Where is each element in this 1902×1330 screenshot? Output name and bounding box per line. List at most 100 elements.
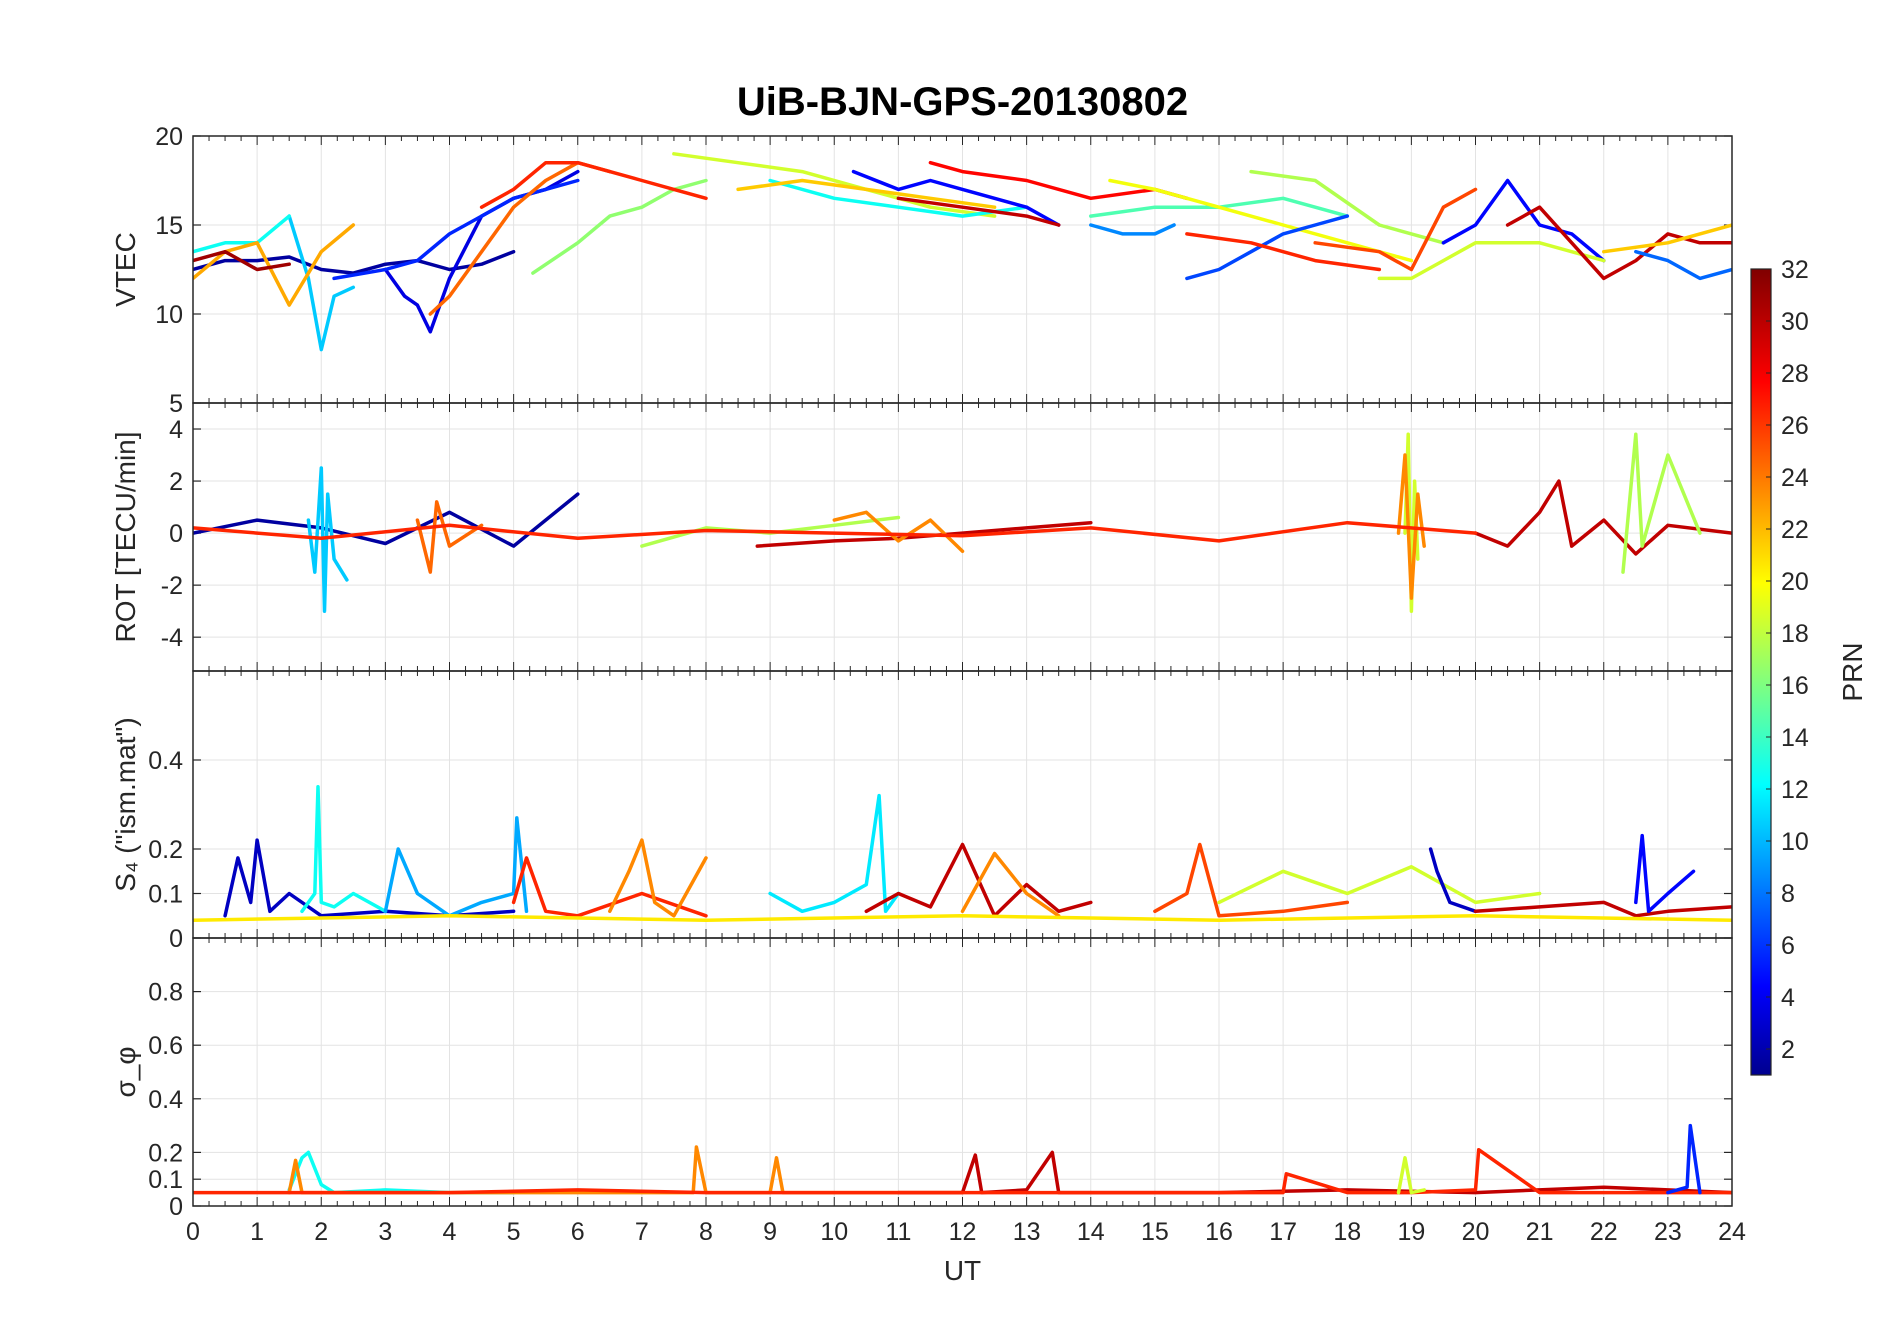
- series-prn-24: [608, 838, 708, 918]
- x-tick-label: 5: [507, 1218, 521, 1246]
- y-tick-label: 0: [169, 520, 183, 548]
- y-tick-label: 0.4: [148, 747, 183, 775]
- series-prn-11: [306, 466, 349, 613]
- x-tick-label: 15: [1141, 1218, 1169, 1246]
- series-prn-24: [832, 510, 965, 554]
- y-tick-label: 0.6: [148, 1032, 183, 1060]
- y-tick-label: 0: [169, 1193, 183, 1221]
- series-prn-13: [193, 214, 291, 254]
- chart-title: UiB-BJN-GPS-20130802: [737, 80, 1188, 124]
- colorbar-tick-label: 20: [1781, 568, 1809, 596]
- series-prn-20: [1108, 178, 1414, 263]
- colorbar-tick-label: 12: [1781, 776, 1809, 804]
- colorbar-tick-label: 24: [1781, 464, 1809, 492]
- panel-rot: -4 -2 0 2 4 ROT [TECU/min]: [110, 402, 1733, 672]
- x-tick-label: 12: [949, 1218, 977, 1246]
- series-prn-7: [1185, 214, 1350, 281]
- series-prn-31: [193, 249, 291, 272]
- series-prn-9: [1089, 223, 1176, 236]
- y-tick-label: 0.1: [148, 1166, 183, 1194]
- series-prn-24: [960, 851, 1061, 918]
- y-tick-label: 20: [155, 123, 183, 151]
- x-tick-label: 9: [763, 1218, 777, 1246]
- series-prn-26: [1153, 842, 1350, 918]
- series-prn-11: [287, 214, 356, 352]
- series-prn-5: [851, 169, 1061, 227]
- series-prn-13: [300, 784, 388, 914]
- colorbar-gradient: [1750, 268, 1772, 1076]
- series-group: [193, 152, 1732, 352]
- y-tick-label: 0.1: [148, 881, 183, 909]
- y-tick-label: 0: [169, 925, 183, 953]
- y-tick-label: 0.4: [148, 1086, 183, 1114]
- series-prn-22: [1602, 223, 1732, 254]
- y-tick-label: 5: [169, 390, 183, 418]
- colorbar-tick-label: 16: [1781, 672, 1809, 700]
- x-tick-label: 6: [571, 1218, 585, 1246]
- series-prn-8: [1634, 249, 1732, 281]
- colorbar-tick-label: 30: [1781, 308, 1809, 336]
- y-tick-label: 0.2: [148, 836, 183, 864]
- colorbar-tick-label: 10: [1781, 828, 1809, 856]
- series-prn-19: [1217, 865, 1542, 905]
- panel-vtec: 5 10 15 20 VTEC: [110, 123, 1733, 418]
- series-prn-30: [1505, 205, 1732, 281]
- y-tick-label: 0.8: [148, 979, 183, 1007]
- x-tick-label: 2: [314, 1218, 328, 1246]
- colorbar-label: PRN: [1837, 642, 1868, 701]
- series-prn-13: [768, 178, 1029, 218]
- series-prn-5: [1441, 178, 1606, 263]
- x-tick-label: 8: [699, 1218, 713, 1246]
- x-tick-label: 3: [378, 1218, 392, 1246]
- y-axis-label: ROT [TECU/min]: [110, 431, 141, 642]
- panel-frame: [192, 937, 1733, 1207]
- series-prn-19: [672, 152, 997, 218]
- series-prn-21: [193, 914, 1732, 922]
- series-prn-22: [736, 178, 997, 209]
- series-prn-27: [479, 160, 708, 209]
- series-prn-10: [383, 816, 529, 918]
- y-tick-label: -2: [161, 572, 183, 600]
- y-axis-label: S₄ ("ism.mat"): [110, 717, 141, 891]
- x-tick-label: 0: [186, 1218, 200, 1246]
- x-tick-label: 10: [820, 1218, 848, 1246]
- x-tick-label: 4: [443, 1218, 457, 1246]
- y-axis-label: σ_φ: [110, 1046, 141, 1097]
- series-prn-23: [193, 223, 356, 307]
- series-prn-6: [1666, 1123, 1702, 1195]
- series-prn-6: [332, 178, 580, 281]
- series-prn-17: [531, 178, 708, 275]
- series-prn-19: [1377, 241, 1606, 281]
- y-tick-label: 15: [155, 212, 183, 240]
- x-axis: 0 1 2 3 4 5 6 7 8 9 10 11 12 13 14 15 16 17 18 19 20 21 22 23 24…: [186, 1218, 1746, 1286]
- series-prn-2: [193, 249, 516, 275]
- x-tick-label: 21: [1526, 1218, 1554, 1246]
- series-prn-3: [223, 838, 516, 918]
- x-tick-label: 17: [1269, 1218, 1297, 1246]
- series-prn-18: [1249, 169, 1446, 245]
- series-prn-27: [193, 520, 1478, 543]
- x-tick-label: 23: [1654, 1218, 1682, 1246]
- series-prn-25: [415, 500, 484, 574]
- x-tick-label: 24: [1718, 1218, 1746, 1246]
- colorbar-tick-label: 2: [1781, 1036, 1795, 1064]
- colorbar-tick-label: 22: [1781, 516, 1809, 544]
- colorbar-tick-label: 26: [1781, 412, 1809, 440]
- colorbar-tick-label: 18: [1781, 620, 1809, 648]
- x-tick-label: 13: [1013, 1218, 1041, 1246]
- x-tick-label: 14: [1077, 1218, 1105, 1246]
- colorbar-tick-label: 14: [1781, 724, 1809, 752]
- series-prn-27: [193, 1147, 1732, 1195]
- x-tick-label: 18: [1333, 1218, 1361, 1246]
- colorbar-tick-label: 4: [1781, 984, 1795, 1012]
- series-group: [193, 432, 1732, 613]
- y-tick-label: -4: [161, 624, 183, 652]
- series-prn-26: [1313, 187, 1478, 272]
- series-prn-24: [1396, 453, 1426, 600]
- series-prn-2: [193, 492, 580, 548]
- colorbar-tick-label: 28: [1781, 360, 1809, 388]
